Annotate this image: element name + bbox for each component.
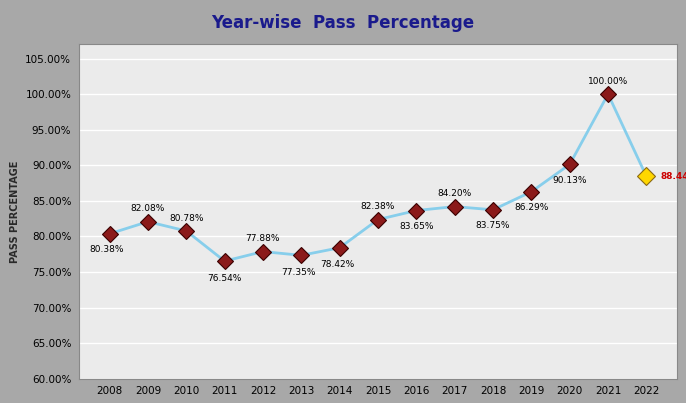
Text: 88.44%: 88.44%: [661, 172, 686, 181]
Text: 80.78%: 80.78%: [169, 214, 204, 222]
Text: 82.38%: 82.38%: [361, 202, 395, 211]
Text: 76.54%: 76.54%: [207, 274, 241, 283]
Text: 84.20%: 84.20%: [438, 189, 472, 198]
Text: 77.88%: 77.88%: [246, 234, 280, 243]
Text: 82.08%: 82.08%: [131, 204, 165, 213]
Text: 83.75%: 83.75%: [476, 221, 510, 230]
Text: Year-wise  Pass  Percentage: Year-wise Pass Percentage: [211, 14, 475, 32]
Text: 86.29%: 86.29%: [514, 203, 549, 212]
Text: 78.42%: 78.42%: [320, 260, 354, 269]
Text: 90.13%: 90.13%: [552, 175, 587, 185]
Text: PASS PERCENTAGE: PASS PERCENTAGE: [10, 160, 21, 263]
Text: 100.00%: 100.00%: [588, 77, 628, 86]
Text: 77.35%: 77.35%: [281, 268, 316, 277]
Text: 80.38%: 80.38%: [90, 245, 124, 254]
Text: 83.65%: 83.65%: [399, 222, 434, 231]
